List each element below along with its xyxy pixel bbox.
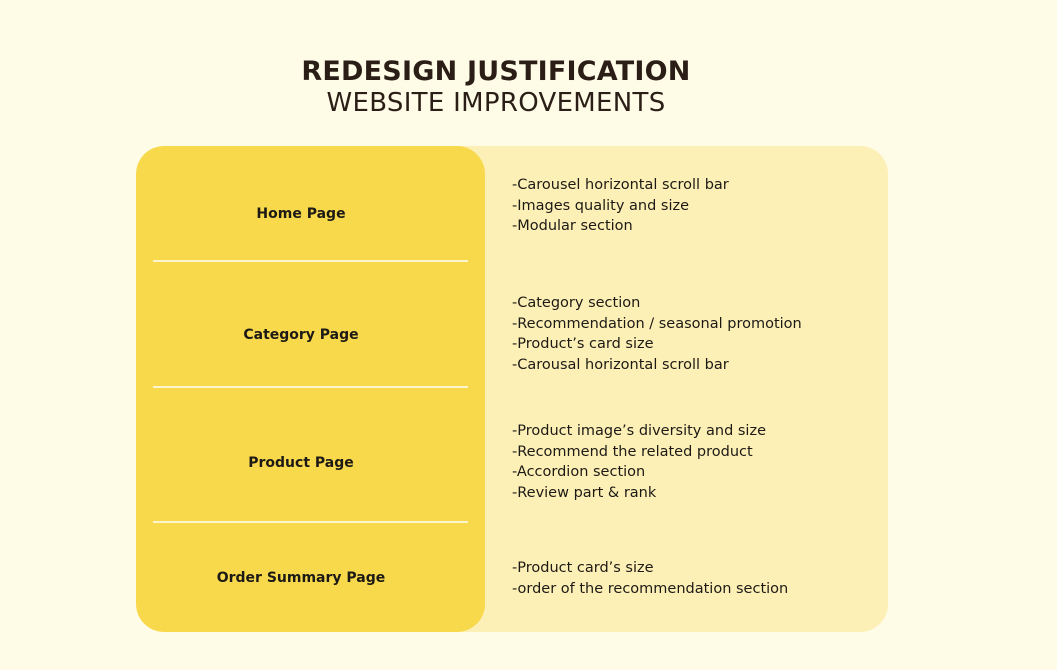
justification-table: Home Page Category Page Product Page Ord… — [136, 146, 888, 632]
row-divider — [153, 260, 468, 262]
product-page-improvements: -Product image’s diversity and size -Rec… — [512, 421, 882, 503]
list-item: -Product’s card size — [512, 336, 654, 352]
list-item: -Recommendation / seasonal promotion — [512, 315, 802, 332]
row-label-order-summary: Order Summary Page — [216, 570, 386, 586]
order-summary-page-improvements: -Product card’s size -order of the recom… — [512, 558, 882, 599]
list-item: -Carousel horizontal scroll bar — [512, 177, 729, 193]
list-item: -Product image’s diversity and size — [512, 423, 766, 439]
list-item: -Product card’s size — [512, 560, 654, 576]
page-subtitle: WEBSITE IMPROVEMENTS — [326, 88, 666, 118]
row-divider — [153, 521, 468, 523]
row-divider — [153, 386, 468, 388]
row-label-product: Product Page — [248, 455, 354, 471]
page-title: REDESIGN JUSTIFICATION — [301, 56, 691, 87]
list-item: -Category section — [512, 295, 641, 311]
list-item: -Modular section — [512, 218, 633, 234]
list-item: -order of the recommendation section — [512, 580, 789, 597]
list-item: -Carousal horizontal scroll bar — [512, 356, 729, 373]
list-item: -Review part & rank — [512, 484, 657, 501]
list-item: -Recommend the related product — [512, 443, 753, 460]
title-block: REDESIGN JUSTIFICATION WEBSITE IMPROVEME… — [0, 56, 992, 118]
list-item: -Accordion section — [512, 464, 646, 480]
category-page-improvements: -Category section -Recommendation / seas… — [512, 293, 882, 375]
row-label-home: Home Page — [256, 206, 346, 222]
home-page-improvements: -Carousel horizontal scroll bar -Images … — [512, 175, 882, 237]
row-label-category: Category Page — [243, 327, 359, 343]
page-labels-panel: Home Page Category Page Product Page Ord… — [136, 146, 485, 632]
list-item: -Images quality and size — [512, 197, 690, 214]
